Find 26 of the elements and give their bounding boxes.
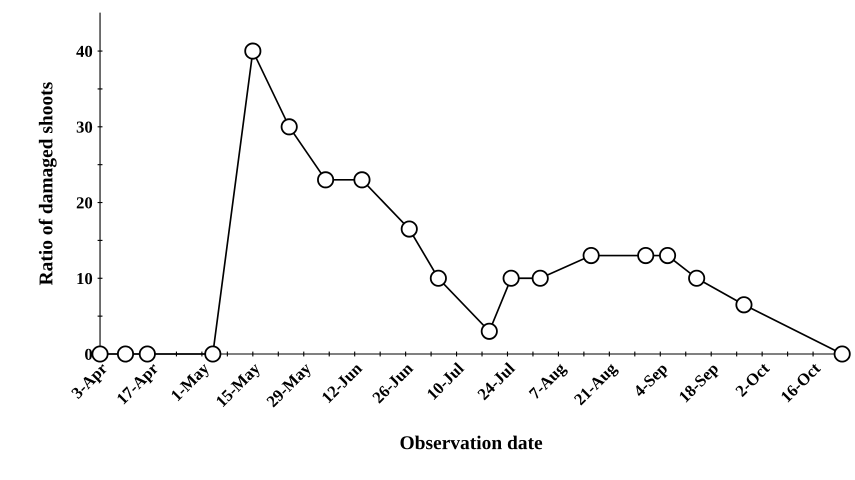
point (637, 247, 654, 264)
point (480, 322, 498, 340)
point (735, 296, 752, 314)
y-tick-label: 20 (76, 197, 92, 208)
x-axis-title: Observation date (400, 436, 542, 450)
point (138, 345, 156, 363)
point (502, 270, 520, 287)
y-tick-label: 40 (76, 46, 92, 58)
point (244, 42, 262, 60)
y-tick-label: 10 (77, 272, 92, 284)
point (353, 171, 371, 188)
point (430, 270, 447, 287)
point (582, 247, 600, 264)
point (532, 270, 549, 287)
y-tick-label: 30 (76, 122, 92, 133)
point (91, 345, 109, 363)
point (659, 247, 676, 264)
point (204, 345, 222, 363)
point (116, 345, 134, 363)
point (280, 118, 298, 136)
point (317, 171, 334, 188)
y-axis-title: Ratio of damaged shoots (38, 82, 57, 286)
point (834, 345, 851, 363)
y-tick-label: 0 (85, 348, 92, 360)
point (688, 270, 706, 287)
point (400, 220, 418, 238)
